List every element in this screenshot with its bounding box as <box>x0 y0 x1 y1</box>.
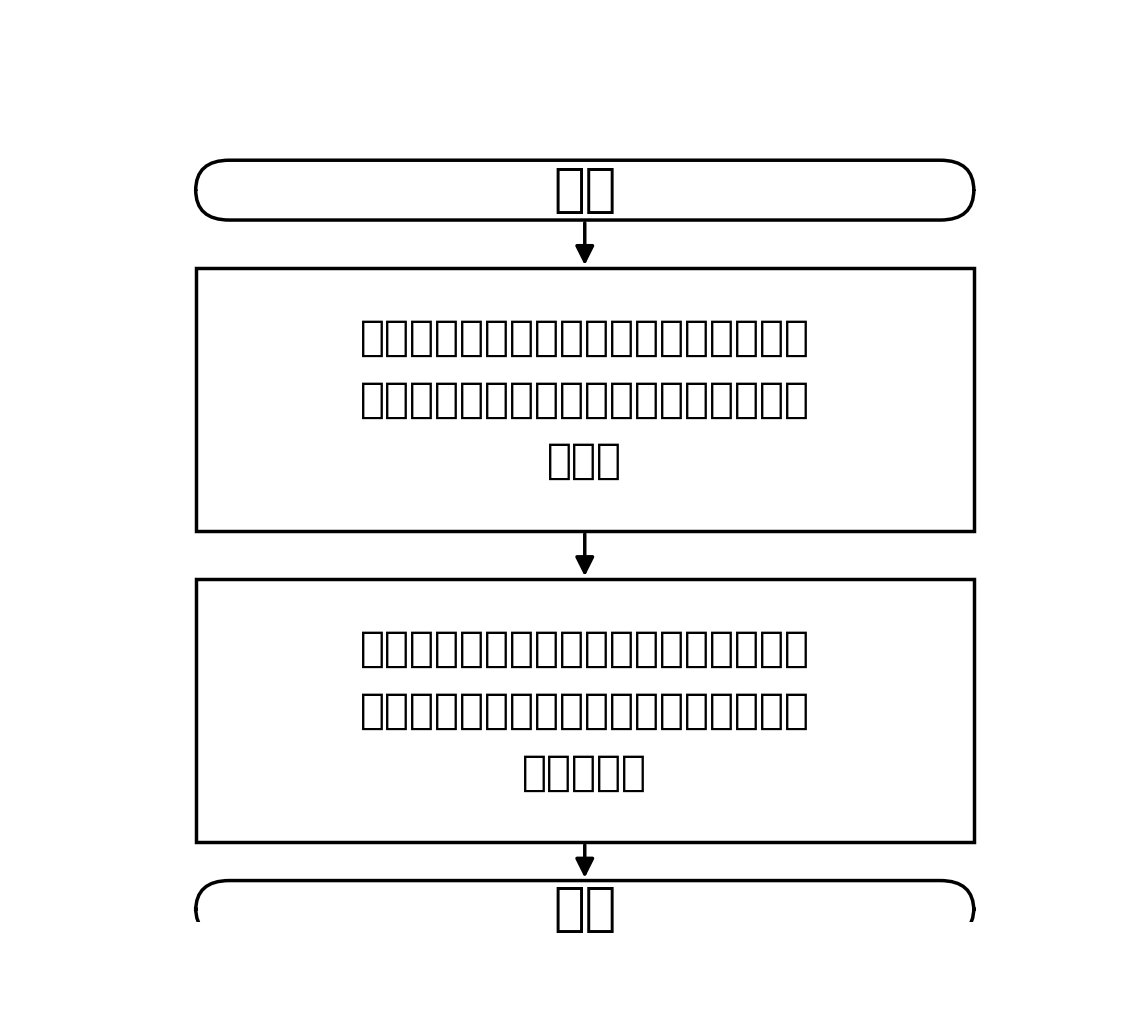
Text: 开始: 开始 <box>553 164 616 217</box>
FancyBboxPatch shape <box>196 579 974 842</box>
FancyBboxPatch shape <box>196 268 974 531</box>
FancyBboxPatch shape <box>196 161 974 220</box>
Text: 液氮泵将液氮容器中的液氮输送到冷却管
中，从而对穿过冷却管的高温光纤进行一
次冷却: 液氮泵将液氮容器中的液氮输送到冷却管 中，从而对穿过冷却管的高温光纤进行一 次冷… <box>359 317 810 483</box>
FancyBboxPatch shape <box>196 881 974 938</box>
Text: 结束: 结束 <box>553 884 616 936</box>
Text: 冷却管将冷却后的液氮排出，其中一路液
氮进入气化器，另一路液氮返回到液氮泵
中循环利用: 冷却管将冷却后的液氮排出，其中一路液 氮进入气化器，另一路液氮返回到液氮泵 中循… <box>359 628 810 794</box>
